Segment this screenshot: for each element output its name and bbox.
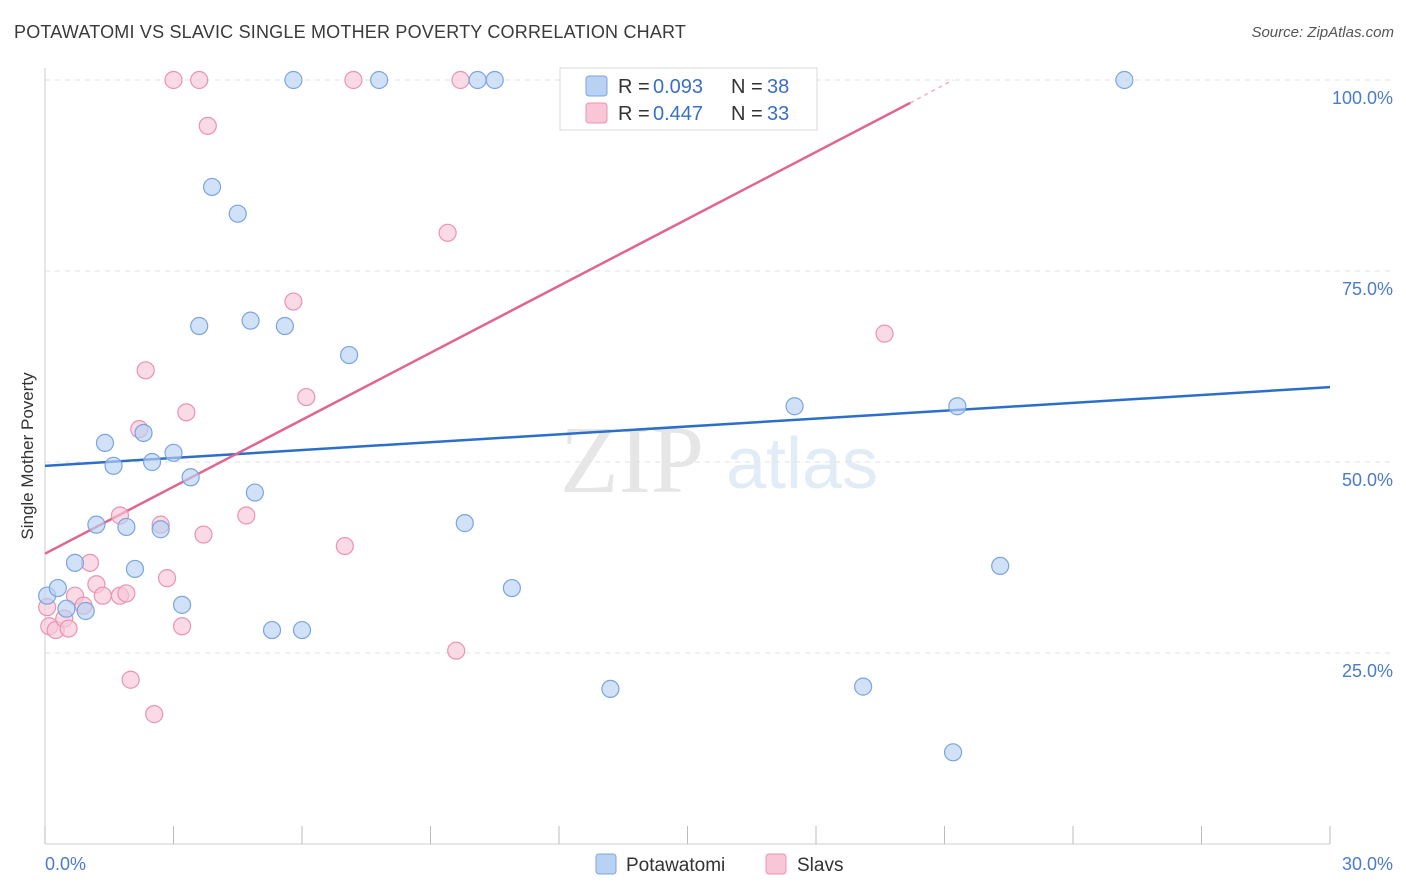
slavs-point — [194, 525, 213, 544]
potawatomi-point — [502, 578, 521, 598]
potawatomi-point — [468, 70, 487, 90]
slavs-point — [875, 324, 894, 343]
gridlines — [45, 79, 1392, 654]
slavs-point — [164, 70, 183, 90]
data-points — [38, 70, 1134, 762]
slavs-point — [438, 223, 457, 242]
legend-swatch-potawatomi — [585, 75, 608, 97]
slavs-point — [190, 70, 209, 90]
potawatomi-point — [202, 177, 222, 197]
potawatomi-point — [601, 679, 620, 699]
legend-n-label-slavs: N = — [731, 103, 763, 125]
y-tick-label: 25.0% — [1342, 661, 1393, 681]
y-tick-label: 50.0% — [1342, 470, 1393, 490]
potawatomi-point — [1115, 70, 1134, 90]
slavs-point — [284, 292, 303, 311]
potawatomi-trend-line — [44, 385, 1331, 468]
series-legend-label-potawatomi: Potawatomi — [626, 855, 725, 876]
potawatomi-point — [164, 443, 183, 462]
potawatomi-point — [785, 397, 804, 416]
slavs-point — [172, 617, 192, 636]
potawatomi-point — [65, 553, 85, 572]
x-tick-label-min: 0.0% — [45, 854, 86, 874]
chart-title: POTAWATOMI VS SLAVIC SINGLE MOTHER POVER… — [14, 22, 687, 42]
slavs-point — [93, 586, 112, 605]
potawatomi-point — [87, 515, 106, 534]
series-legend-swatch-slavs — [765, 853, 787, 875]
potawatomi-point — [95, 433, 115, 452]
y-tick-labels: 100.0% 75.0% 50.0% 25.0% — [1332, 88, 1393, 681]
slavs-point — [237, 506, 256, 525]
potawatomi-point — [370, 70, 389, 90]
potawatomi-point — [948, 397, 967, 416]
series-legend-swatch-potawatomi — [595, 853, 617, 875]
potawatomi-point — [485, 70, 504, 90]
potawatomi-point — [340, 345, 359, 365]
legend-swatch-slavs — [585, 102, 608, 124]
potawatomi-point — [455, 514, 474, 533]
potawatomi-point — [245, 483, 264, 502]
potawatomi-point — [190, 316, 209, 336]
slavs-point — [157, 569, 177, 588]
series-legend-label-slavs: Slavs — [797, 855, 843, 876]
slavs-point — [447, 641, 466, 660]
slavs-point — [136, 361, 155, 380]
slavs-point — [297, 387, 316, 407]
slavs-point — [145, 705, 164, 724]
slavs-point — [117, 584, 136, 603]
potawatomi-point — [57, 599, 76, 618]
potawatomi-point — [991, 556, 1010, 576]
legend-r-label-slavs: R = — [618, 103, 650, 125]
y-tick-label: 100.0% — [1332, 88, 1393, 108]
potawatomi-point — [142, 452, 162, 472]
potawatomi-point — [275, 316, 294, 336]
slavs-point — [451, 70, 470, 90]
watermark-atlas: atlas — [726, 424, 878, 504]
potawatomi-point — [48, 578, 67, 598]
stats-legend: R = 0.093 N = 38 R = 0.447 N = 33 — [559, 67, 818, 131]
slavs-point — [121, 670, 140, 689]
series-legend: Potawatomi Slavs — [595, 853, 843, 876]
potawatomi-point — [172, 595, 192, 614]
potawatomi-point — [117, 517, 136, 537]
legend-r-label-potawatomi: R = — [618, 76, 650, 98]
slavs-point — [198, 116, 217, 135]
slavs-point — [59, 619, 78, 638]
x-tick-label-max: 30.0% — [1342, 854, 1393, 874]
potawatomi-point — [228, 204, 247, 223]
y-tick-label: 75.0% — [1342, 279, 1393, 299]
potawatomi-point — [292, 620, 312, 640]
source-credit: Source: ZipAtlas.com — [1251, 24, 1394, 41]
potawatomi-point — [241, 311, 260, 330]
legend-n-label-potawatomi: N = — [731, 76, 763, 98]
slavs-point — [177, 403, 196, 422]
slavs-point — [335, 536, 354, 556]
legend-r-value-potawatomi: 0.093 — [653, 76, 703, 98]
potawatomi-point — [151, 520, 170, 539]
legend-r-value-slavs: 0.447 — [653, 103, 703, 125]
potawatomi-point — [181, 468, 200, 487]
potawatomi-point — [943, 743, 963, 762]
potawatomi-point — [284, 70, 303, 90]
potawatomi-point — [134, 423, 153, 443]
potawatomi-point — [76, 601, 95, 621]
axes — [44, 68, 1331, 845]
legend-n-value-potawatomi: 38 — [767, 76, 789, 98]
potawatomi-point — [125, 559, 145, 579]
legend-n-value-slavs: 33 — [767, 103, 789, 125]
watermark-zip: ZIP — [560, 406, 704, 513]
slavs-point — [344, 70, 363, 90]
potawatomi-point — [854, 677, 873, 696]
potawatomi-point — [262, 620, 282, 640]
potawatomi-point — [104, 456, 123, 475]
x-tick-labels: 0.0% 30.0% — [45, 854, 1393, 874]
slavs-trend-extension — [909, 79, 954, 104]
